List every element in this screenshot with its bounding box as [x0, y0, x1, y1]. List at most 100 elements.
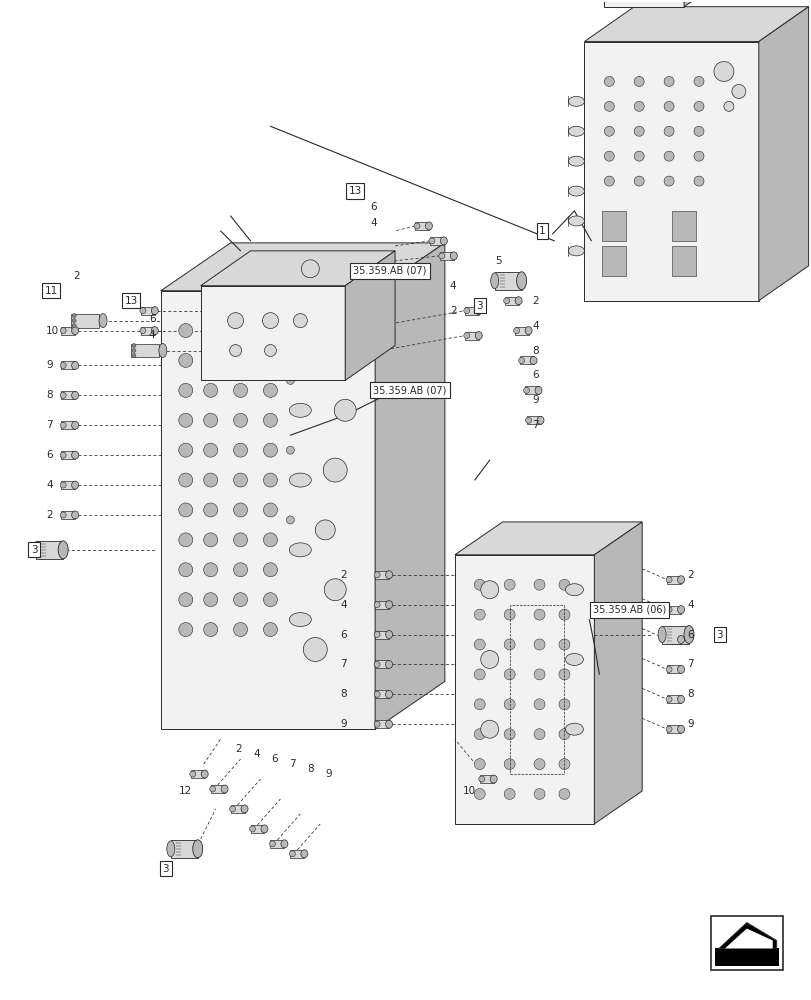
- Ellipse shape: [71, 327, 79, 335]
- Text: 2: 2: [340, 570, 346, 580]
- Circle shape: [324, 579, 345, 601]
- Text: 2: 2: [46, 510, 53, 520]
- Polygon shape: [440, 252, 453, 260]
- Circle shape: [263, 503, 277, 517]
- Ellipse shape: [658, 627, 665, 643]
- Ellipse shape: [159, 344, 166, 357]
- Circle shape: [374, 632, 380, 638]
- Circle shape: [693, 101, 703, 111]
- Ellipse shape: [71, 421, 79, 429]
- Text: 6: 6: [686, 630, 693, 640]
- Circle shape: [72, 324, 76, 328]
- Circle shape: [139, 308, 146, 314]
- Circle shape: [480, 650, 498, 668]
- Polygon shape: [375, 243, 444, 729]
- Text: 1: 1: [539, 226, 545, 236]
- Circle shape: [230, 345, 241, 356]
- Polygon shape: [683, 0, 713, 7]
- Ellipse shape: [676, 665, 684, 673]
- Polygon shape: [141, 327, 155, 335]
- Circle shape: [204, 354, 217, 367]
- Circle shape: [558, 729, 569, 740]
- Circle shape: [178, 533, 192, 547]
- Circle shape: [474, 729, 485, 740]
- Ellipse shape: [385, 631, 392, 639]
- Text: 9: 9: [532, 395, 539, 405]
- Circle shape: [263, 383, 277, 397]
- Circle shape: [286, 516, 294, 524]
- Text: 4: 4: [253, 749, 260, 759]
- Ellipse shape: [525, 327, 531, 335]
- Text: 35.359.AB (07): 35.359.AB (07): [353, 266, 427, 276]
- Ellipse shape: [450, 252, 457, 260]
- Circle shape: [230, 806, 235, 812]
- Text: 6: 6: [46, 450, 53, 460]
- Ellipse shape: [676, 606, 684, 614]
- Bar: [602, 211, 625, 241]
- Ellipse shape: [534, 386, 542, 394]
- Circle shape: [474, 759, 485, 770]
- Polygon shape: [210, 785, 225, 793]
- Circle shape: [558, 759, 569, 770]
- Polygon shape: [230, 805, 244, 813]
- Polygon shape: [345, 251, 394, 380]
- Circle shape: [263, 593, 277, 607]
- Text: 7: 7: [532, 420, 539, 430]
- Circle shape: [263, 324, 277, 338]
- Ellipse shape: [490, 775, 496, 783]
- Ellipse shape: [151, 327, 158, 335]
- Circle shape: [665, 666, 672, 672]
- Polygon shape: [61, 451, 75, 459]
- Circle shape: [178, 324, 192, 338]
- Ellipse shape: [676, 636, 684, 644]
- Text: 13: 13: [124, 296, 137, 306]
- Ellipse shape: [536, 416, 543, 424]
- Circle shape: [178, 413, 192, 427]
- Bar: [672, 246, 695, 276]
- Circle shape: [474, 609, 485, 620]
- Ellipse shape: [568, 156, 584, 166]
- Text: 10: 10: [462, 786, 475, 796]
- Circle shape: [504, 579, 514, 590]
- Circle shape: [178, 593, 192, 607]
- Circle shape: [178, 503, 192, 517]
- Polygon shape: [161, 291, 375, 729]
- Circle shape: [234, 413, 247, 427]
- Circle shape: [303, 638, 327, 661]
- Polygon shape: [757, 7, 808, 301]
- Circle shape: [504, 789, 514, 799]
- Ellipse shape: [301, 850, 307, 858]
- Circle shape: [534, 609, 544, 620]
- Ellipse shape: [385, 690, 392, 698]
- Text: 13: 13: [348, 186, 362, 196]
- Ellipse shape: [676, 725, 684, 733]
- Circle shape: [204, 413, 217, 427]
- Ellipse shape: [99, 314, 107, 328]
- Ellipse shape: [568, 96, 584, 106]
- Polygon shape: [170, 840, 197, 858]
- Text: 7: 7: [46, 420, 53, 430]
- Circle shape: [209, 786, 216, 792]
- Polygon shape: [519, 356, 533, 364]
- Ellipse shape: [71, 391, 79, 399]
- Circle shape: [480, 581, 498, 599]
- Circle shape: [663, 101, 673, 111]
- Circle shape: [263, 623, 277, 637]
- Circle shape: [302, 338, 328, 363]
- Circle shape: [60, 452, 66, 458]
- Polygon shape: [71, 314, 99, 328]
- Circle shape: [731, 84, 745, 98]
- Polygon shape: [200, 286, 345, 380]
- Polygon shape: [61, 511, 75, 519]
- Polygon shape: [661, 626, 689, 644]
- Bar: [509, 605, 564, 774]
- Circle shape: [374, 721, 380, 727]
- Circle shape: [633, 151, 643, 161]
- Circle shape: [262, 313, 278, 329]
- Text: 2: 2: [235, 744, 242, 754]
- Circle shape: [474, 579, 485, 590]
- Text: 3: 3: [716, 630, 723, 640]
- Circle shape: [178, 354, 192, 367]
- Circle shape: [178, 623, 192, 637]
- Text: 6: 6: [148, 314, 156, 324]
